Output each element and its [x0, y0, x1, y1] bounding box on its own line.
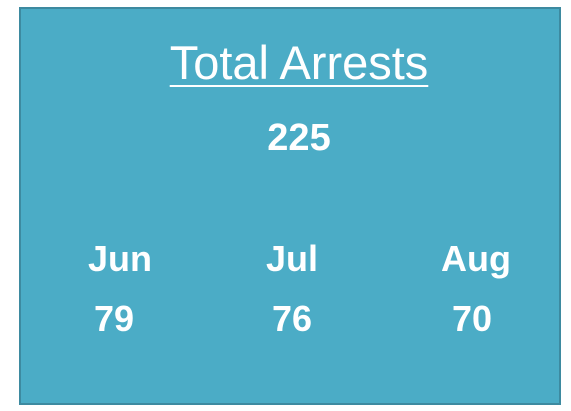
month-value: 79 — [93, 298, 135, 339]
month-label: Jun — [87, 238, 153, 279]
stat-card: Total Arrests 225 Jun 79 Jul 76 Aug 70 — [19, 7, 561, 405]
month-label: Jul — [265, 238, 319, 279]
month-label: Aug — [441, 238, 511, 279]
month-value: 76 — [271, 298, 313, 339]
month-value: 70 — [451, 298, 493, 339]
total-value: 225 — [267, 117, 331, 159]
card-title: Total Arrests — [169, 36, 429, 89]
